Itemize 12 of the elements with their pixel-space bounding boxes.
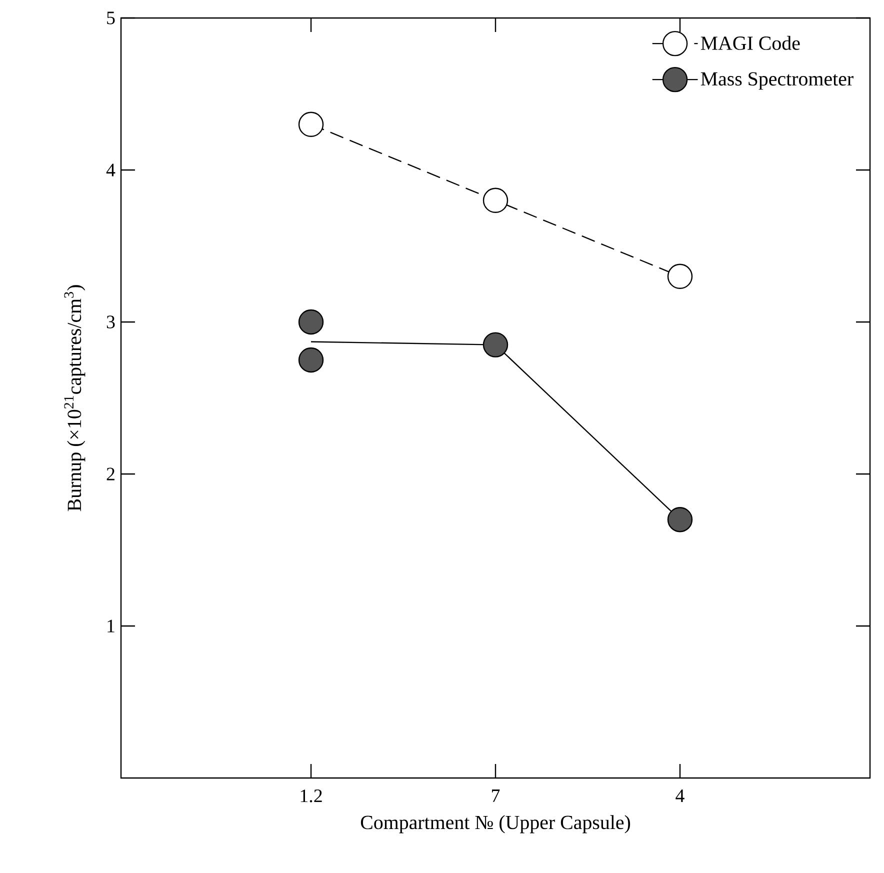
y-tick-label: 1 — [108, 620, 114, 632]
y-tick-label: 4 — [106, 164, 116, 176]
y-tick-label: 5 — [107, 12, 115, 24]
x-tick-label: 7 — [492, 790, 500, 802]
legend-label: MAGI Code — [700, 36, 800, 50]
y-axis-title: Burnup (×10$^{21}$captures/cm$^{3}$) — [64, 285, 86, 512]
legend-label: Mass Spectrometer — [700, 72, 854, 90]
y-tick-label: 3 — [106, 316, 115, 328]
x-tick-label: 1.2 — [300, 790, 322, 802]
x-tick-label: 4 — [676, 790, 684, 802]
y-tick-label: 2 — [106, 468, 114, 480]
x-axis-title: Compartment № (Upper Capsule) — [360, 815, 630, 834]
